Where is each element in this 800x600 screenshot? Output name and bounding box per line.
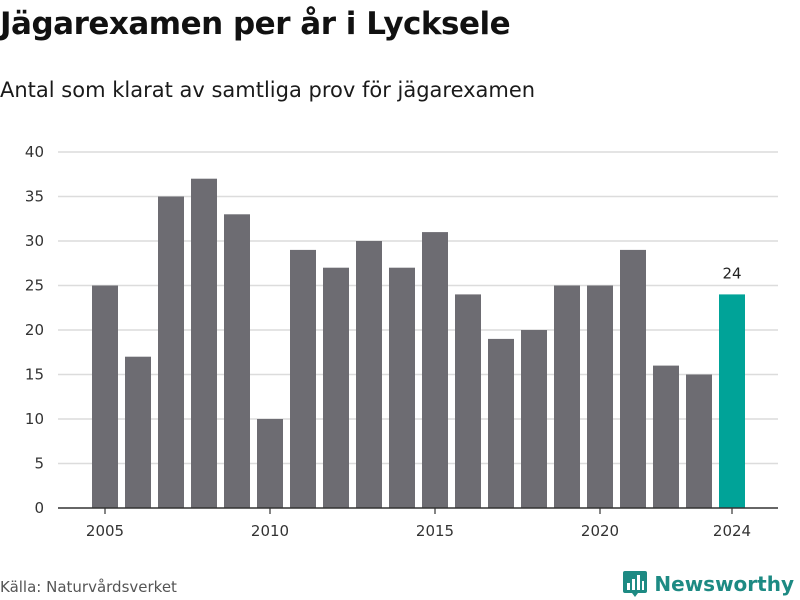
bar — [323, 267, 349, 508]
bar-chart-logo-icon — [623, 571, 648, 597]
bar — [455, 294, 481, 508]
bar — [356, 241, 382, 508]
y-tick-label: 20 — [25, 321, 44, 339]
x-tick-label: 2020 — [581, 522, 619, 540]
bar — [521, 330, 547, 508]
brand-logo: Newsworthy — [622, 569, 794, 599]
source-note: Källa: Naturvårdsverket — [0, 578, 177, 596]
x-tick-label: 2024 — [713, 522, 751, 540]
bar — [587, 285, 613, 508]
y-tick-label: 0 — [34, 499, 44, 517]
bar — [686, 374, 712, 508]
y-tick-label: 30 — [25, 232, 44, 250]
y-tick-label: 40 — [25, 143, 44, 161]
x-tick-label: 2015 — [416, 522, 454, 540]
bar — [191, 178, 217, 508]
x-axis: 2005 2010 2015 2020 2024 — [58, 507, 778, 540]
bar-chart: 24 0 5 10 15 20 25 30 35 40 2005 2010 2015 2020 2024 — [25, 143, 778, 540]
bar — [422, 232, 448, 508]
bar — [158, 196, 184, 508]
bar — [719, 294, 745, 508]
data-label: 24 — [722, 264, 741, 282]
bar — [554, 285, 580, 508]
bar — [257, 419, 283, 508]
bars — [92, 178, 745, 509]
x-tick-label: 2005 — [86, 522, 124, 540]
y-tick-label: 10 — [25, 410, 44, 428]
bar — [92, 285, 118, 508]
chart-subtitle: Antal som klarat av samtliga prov för jä… — [0, 78, 536, 102]
chart-title: Jägarexamen per år i Lycksele — [0, 6, 511, 42]
bar — [125, 356, 151, 508]
y-tick-label: 5 — [34, 455, 44, 473]
x-tick-label: 2010 — [251, 522, 289, 540]
y-tick-label: 25 — [25, 277, 44, 295]
data-labels: 24 — [722, 264, 741, 282]
bar — [290, 249, 316, 508]
y-tick-label: 35 — [25, 188, 44, 206]
bar — [224, 214, 250, 509]
bar — [620, 249, 646, 508]
bar — [653, 365, 679, 508]
y-axis: 0 5 10 15 20 25 30 35 40 — [25, 143, 44, 517]
brand-name: Newsworthy — [654, 572, 794, 596]
bar — [488, 338, 514, 508]
y-tick-label: 15 — [25, 366, 44, 384]
bar — [389, 267, 415, 508]
